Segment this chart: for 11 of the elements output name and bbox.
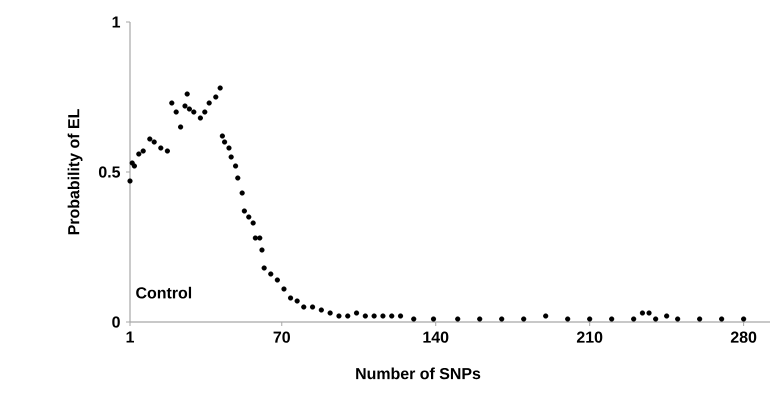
y-tick-label: 0 xyxy=(112,316,120,328)
x-tick-label: 70 xyxy=(274,332,290,343)
x-tick-label: 280 xyxy=(730,332,756,343)
y-axis-title: Probability of EL xyxy=(68,109,82,234)
y-tick-label: 1 xyxy=(112,16,120,28)
y-tick-label: 0.5 xyxy=(98,166,120,178)
annotation: Control xyxy=(136,286,192,298)
x-tick-label: 1 xyxy=(126,332,134,342)
x-axis-title: Number of SNPs xyxy=(356,368,480,380)
x-tick-label: 140 xyxy=(423,332,448,343)
x-tick-label: 210 xyxy=(576,332,602,343)
